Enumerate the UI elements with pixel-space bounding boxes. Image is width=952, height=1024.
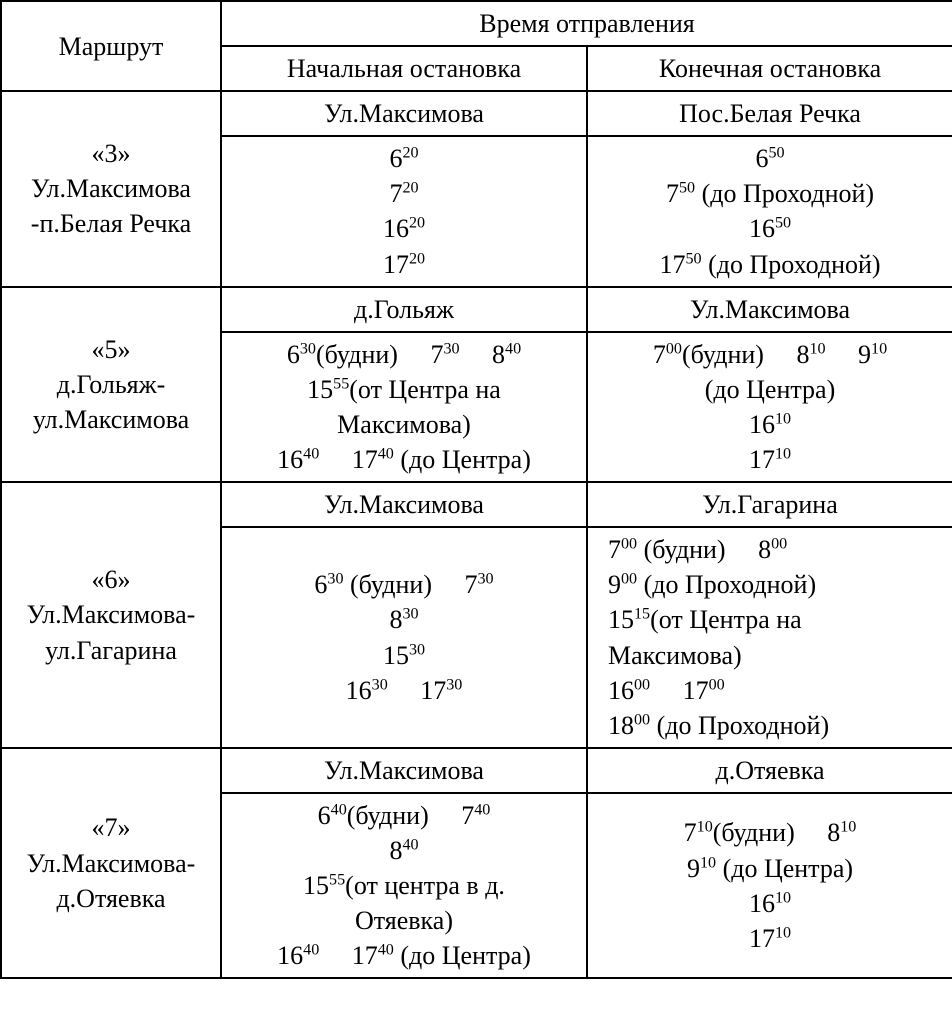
header-end-stop: Конечная остановка	[587, 46, 952, 91]
start-times-r7: 640(будни) 7408401555(от центра в д.Отяе…	[221, 793, 587, 978]
end-times-r3: 650750 (до Проходной)16501750 (до Проход…	[587, 136, 952, 286]
header-start-stop: Начальная остановка	[221, 46, 587, 91]
route-name-r3: «3»Ул.Максимова-п.Белая Речка	[1, 91, 221, 286]
end-times-r5: 700(будни) 810 910(до Центра)16101710	[587, 332, 952, 482]
header-route: Маршрут	[1, 1, 221, 91]
start-label-r3: Ул.Максимова	[221, 91, 587, 136]
start-times-r3: 62072016201720	[221, 136, 587, 286]
end-label-r3: Пос.Белая Речка	[587, 91, 952, 136]
start-label-r5: д.Гольяж	[221, 287, 587, 332]
end-label-r5: Ул.Максимова	[587, 287, 952, 332]
end-label-r7: д.Отяевка	[587, 748, 952, 793]
start-times-r5: 630(будни) 730 8401555(от Центра наМакси…	[221, 332, 587, 482]
header-departure: Время отправления	[221, 1, 952, 46]
end-times-r6: 700 (будни) 800900 (до Проходной)1515(от…	[587, 527, 952, 748]
bus-schedule-table: МаршрутВремя отправленияНачальная остано…	[0, 0, 952, 979]
route-name-r6: «6»Ул.Максимова-ул.Гагарина	[1, 482, 221, 748]
route-name-r7: «7»Ул.Максимова-д.Отяевка	[1, 748, 221, 979]
end-times-r7: 710(будни) 810910 (до Центра)16101710	[587, 793, 952, 978]
start-label-r6: Ул.Максимова	[221, 482, 587, 527]
start-times-r6: 630 (будни) 73083015301630 1730	[221, 527, 587, 748]
start-label-r7: Ул.Максимова	[221, 748, 587, 793]
route-name-r5: «5»д.Гольяж-ул.Максимова	[1, 287, 221, 482]
end-label-r6: Ул.Гагарина	[587, 482, 952, 527]
